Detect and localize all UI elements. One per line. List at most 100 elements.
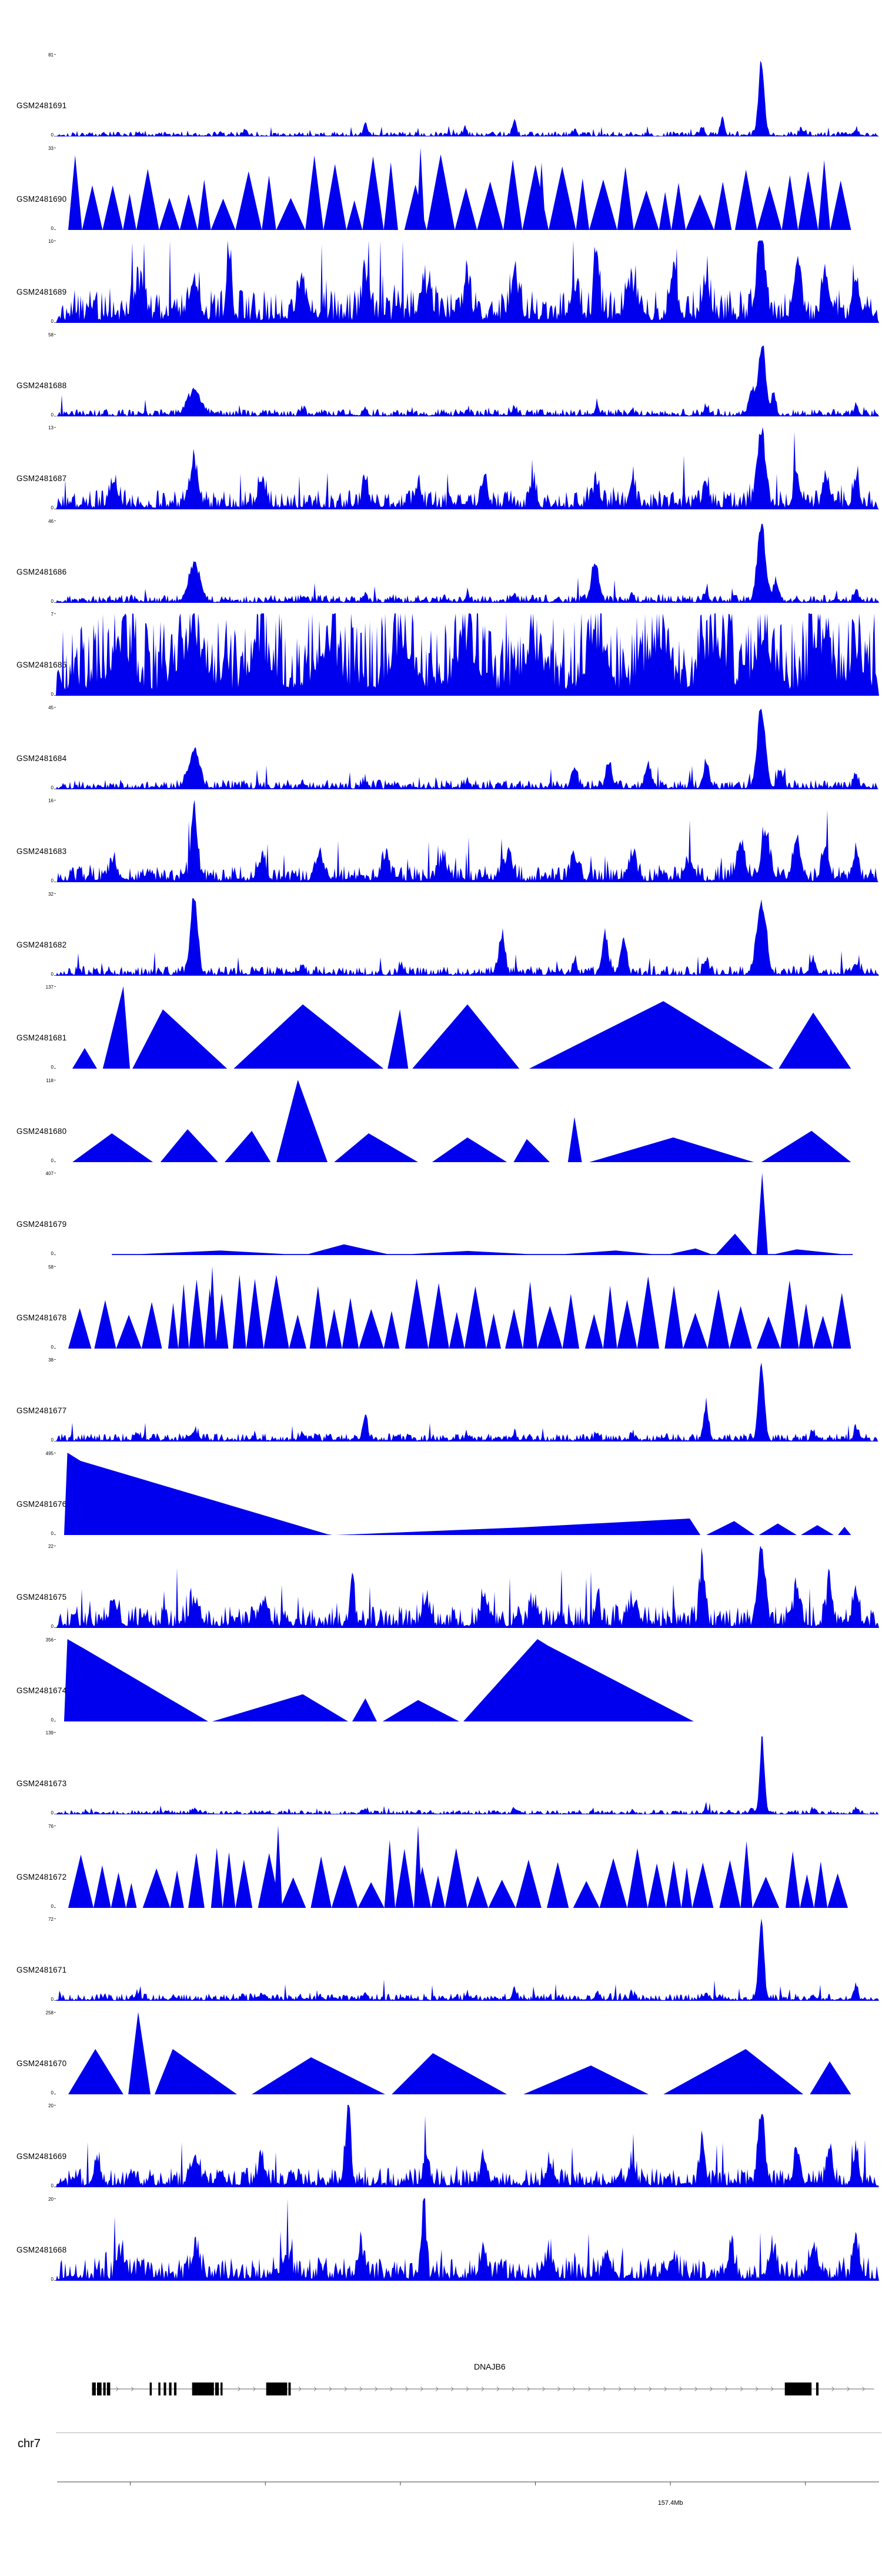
yaxis-max-label: 13 (48, 425, 54, 431)
yaxis-max-label: 7 (51, 612, 54, 617)
track-row-gsm2481686: GSM2481686 46 0 (0, 513, 882, 606)
coverage-area (56, 61, 879, 136)
yaxis-max-label: 258 (45, 2010, 54, 2016)
coverage-plot: 33 0 (48, 146, 879, 231)
strand-arrow-icon (329, 2387, 332, 2391)
yaxis-tick (54, 1441, 56, 1442)
strand-arrow-icon (131, 2387, 135, 2391)
exon (158, 2383, 161, 2395)
track-label: GSM2481684 (16, 754, 67, 763)
yaxis-tick (54, 520, 56, 521)
coverage-chart (56, 523, 879, 603)
coverage-area (56, 241, 879, 323)
coverage-plot: 81 0 (48, 53, 879, 138)
yaxis-zero-label: 0 (51, 505, 54, 510)
coverage-plot: 58 0 (48, 333, 879, 418)
yaxis-max-label: 407 (45, 1171, 54, 1176)
yaxis-max-label: 81 (48, 52, 54, 58)
strand-arrow-icon (694, 2387, 698, 2391)
coverage-area (56, 2105, 879, 2187)
strand-arrow-icon (253, 2387, 256, 2391)
track-label: GSM2481688 (16, 381, 67, 390)
yaxis-max-label: 16 (48, 798, 54, 803)
coverage-chart (56, 2198, 879, 2281)
coverage-chart (56, 709, 879, 789)
exon (92, 2383, 96, 2395)
track-label: GSM2481681 (16, 1033, 67, 1042)
yaxis-tick (54, 54, 56, 55)
exon (288, 2383, 291, 2395)
track-row-gsm2481676: GSM2481676 495 0 (0, 1446, 882, 1539)
yaxis-tick (54, 975, 56, 976)
coverage-plot: 45 0 (48, 706, 879, 790)
coverage-area (56, 613, 879, 696)
coverage-plot: 137 0 (46, 985, 879, 1070)
track-label: GSM2481670 (16, 2059, 67, 2068)
yaxis-tick (54, 334, 56, 335)
yaxis-tick (54, 893, 56, 894)
exon (97, 2383, 102, 2395)
coverage-plot: 13 0 (48, 426, 879, 510)
coverage-plot: 10 0 (48, 239, 879, 324)
track-row-gsm2481685: GSM2481685 7 0 (0, 606, 882, 699)
coverage-chart (56, 427, 879, 509)
yaxis-max-label: 45 (48, 705, 54, 710)
track-row-gsm2481684: GSM2481684 45 0 (0, 700, 882, 793)
yaxis-zero-label: 0 (51, 2183, 54, 2188)
gene-name-label: DNAJB6 (473, 2362, 506, 2371)
yaxis-tick (54, 229, 56, 230)
yaxis-zero-label: 0 (51, 1624, 54, 1629)
strand-arrow-icon (633, 2387, 637, 2391)
coverage-area (64, 1639, 694, 1721)
yaxis-max-label: 46 (48, 519, 54, 524)
yaxis-max-label: 22 (48, 1544, 54, 1549)
yaxis-max-label: 38 (48, 1357, 54, 1363)
yaxis-tick (54, 322, 56, 323)
yaxis-zero-label: 0 (51, 599, 54, 604)
coverage-chart (68, 2012, 851, 2094)
yaxis-zero-label: 0 (51, 1437, 54, 1443)
coverage-chart (56, 2105, 879, 2187)
track-label: GSM2481683 (16, 847, 67, 856)
exon (149, 2383, 152, 2395)
exon (215, 2383, 219, 2395)
strand-arrow-icon (466, 2387, 469, 2391)
track-row-gsm2481681: GSM2481681 137 0 (0, 979, 882, 1072)
yaxis-tick (54, 1348, 56, 1349)
track-label: GSM2481686 (16, 568, 67, 576)
coverage-chart (112, 1173, 853, 1255)
track-row-gsm2481672: GSM2481672 76 0 (0, 1818, 882, 1911)
coverage-chart (56, 1736, 879, 1814)
exon (163, 2383, 166, 2395)
track-label: GSM2481668 (16, 2245, 67, 2254)
coverage-area (56, 1362, 879, 1442)
coverage-area (68, 1266, 851, 1349)
yaxis-tick (54, 1534, 56, 1535)
track-label: GSM2481672 (16, 1873, 67, 1881)
coverage-chart (68, 1266, 851, 1349)
track-label: GSM2481687 (16, 474, 67, 483)
coverage-plot: 407 0 (46, 1172, 879, 1256)
yaxis-tick (54, 2198, 56, 2199)
coverage-area (56, 709, 879, 789)
yaxis-zero-label: 0 (51, 1158, 54, 1163)
track-row-gsm2481678: GSM2481678 58 0 (0, 1259, 882, 1352)
coverage-area (56, 345, 879, 416)
yaxis-tick (54, 427, 56, 428)
yaxis-tick (54, 1359, 56, 1360)
track-row-gsm2481689: GSM2481689 10 0 (0, 233, 882, 326)
yaxis-zero-label: 0 (51, 412, 54, 418)
strand-arrow-icon (725, 2387, 729, 2391)
yaxis-max-label: 495 (45, 1451, 54, 1456)
track-row-gsm2481683: GSM2481683 16 0 (0, 793, 882, 886)
exon (106, 2383, 111, 2395)
strand-arrow-icon (557, 2387, 561, 2391)
track-label: GSM2481678 (16, 1313, 67, 1322)
coverage-plot: 20 0 (48, 2197, 879, 2282)
strand-arrow-icon (359, 2387, 363, 2391)
yaxis-zero-label: 0 (51, 319, 54, 324)
yaxis-zero-label: 0 (51, 878, 54, 883)
coverage-area (56, 898, 879, 976)
